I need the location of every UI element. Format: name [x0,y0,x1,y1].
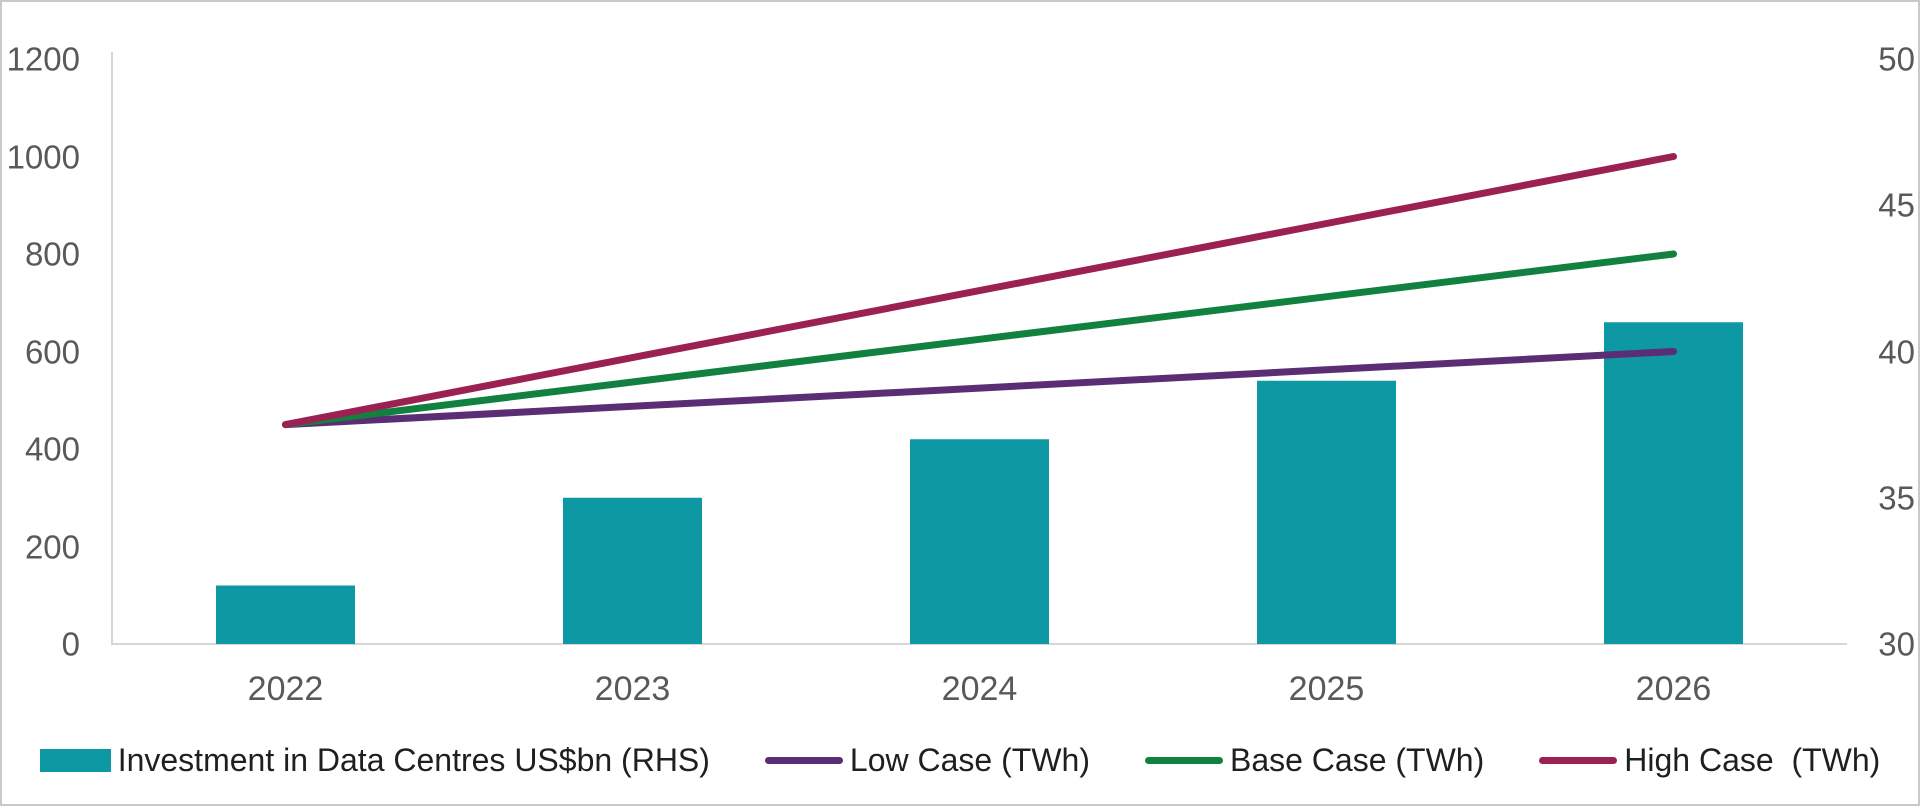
bar-2023 [563,497,702,644]
left-tick-0: 0 [61,625,80,663]
legend-item-base-case-twh: Base Case (TWh) [1144,742,1485,778]
legend-item-low-case-twh: Low Case (TWh) [764,742,1090,778]
right-tick-50: 50 [1878,40,1915,78]
x-label-2022: 2022 [247,670,324,708]
legend-line-swatch [1539,756,1618,764]
legend-line-swatch [1144,756,1223,764]
legend-label: Investment in Data Centres US$bn (RHS) [117,742,710,778]
bar-2022 [216,585,355,644]
left-tick-400: 400 [24,430,80,468]
line-high-case-twh [282,153,1677,429]
left-tick-200: 200 [24,528,80,565]
left-tick-800: 800 [24,235,80,273]
bar-2026 [1604,322,1743,644]
right-tick-45: 45 [1878,186,1915,224]
line-low-case-twh [282,348,1677,429]
left-tick-600: 600 [24,333,80,370]
line-base-case-twh [282,250,1677,429]
right-tick-40: 40 [1878,333,1915,370]
x-label-2026: 2026 [1635,670,1712,708]
left-tick-1000: 1000 [6,138,80,175]
x-label-2025: 2025 [1288,670,1365,708]
legend-line-swatch [764,756,843,764]
legend-item-high-case-twh: High Case (TWh) [1539,744,1880,776]
legend-label: Low Case (TWh) [849,742,1090,778]
x-label-2023: 2023 [594,670,671,708]
legend: Investment in Data Centres US$bn (RHS) Lo… [2,744,1918,776]
bar-2024 [910,439,1049,644]
bar-2025 [1257,380,1396,644]
x-label-2024: 2024 [941,670,1018,708]
left-tick-1200: 1200 [6,40,80,78]
right-tick-30: 30 [1878,625,1915,663]
legend-label: High Case (TWh) [1624,742,1881,778]
right-tick-35: 35 [1878,479,1915,517]
legend-bar-swatch [39,748,111,772]
legend-label: Base Case (TWh) [1229,742,1485,778]
legend-item-investment-in-data-centres-us-bn-rhs: Investment in Data Centres US$bn (RHS) [39,742,710,778]
